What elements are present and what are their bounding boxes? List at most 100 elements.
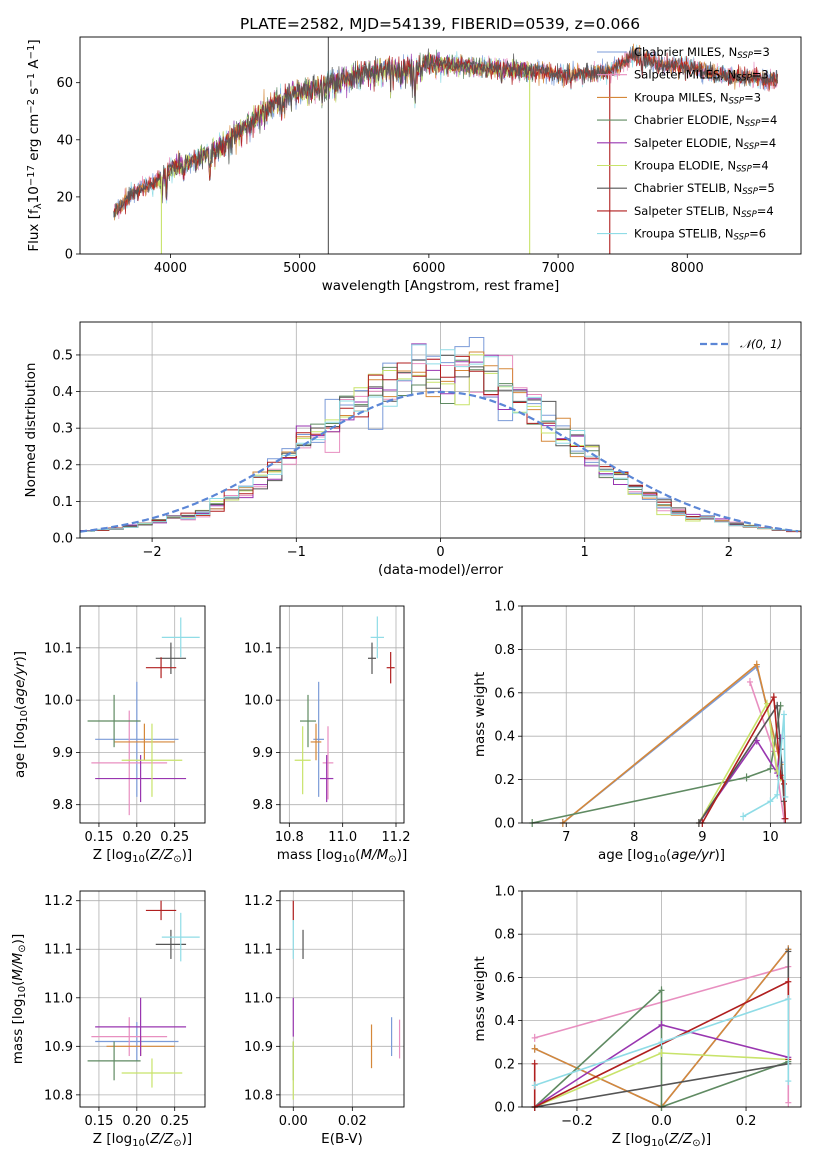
tick-label-y: 10.9	[44, 1040, 73, 1055]
tick-label-x: 4000	[154, 261, 187, 276]
figure-title: PLATE=2582, MJD=54139, FIBERID=0539, z=0…	[240, 15, 640, 33]
tick-label-y: 0.0	[494, 817, 515, 832]
tick-label-x: 8000	[671, 261, 704, 276]
errorbar-points	[292, 900, 401, 1100]
errorbar-point	[95, 755, 187, 803]
errorbar-points	[87, 617, 200, 816]
legend-label: Chabrier ELODIE, NSSP=4	[634, 113, 777, 129]
errorbar-point	[368, 642, 376, 674]
histogram-series	[79, 337, 801, 538]
tick-label-y: 0.2	[494, 1057, 515, 1072]
axes-frame	[79, 605, 206, 824]
tick-label-x: −0.2	[561, 1114, 593, 1129]
axes-frame	[279, 605, 405, 824]
errorbar-point	[322, 726, 334, 800]
x-axis-label: Z [log10(Z/Z⊙)]	[93, 1131, 192, 1149]
errorbar-points	[87, 900, 200, 1088]
y-axis-label: mass [log10(M/M⊙)]	[10, 934, 28, 1064]
x-axis-label: wavelength [Angstrom, rest frame]	[322, 278, 560, 294]
axes-age-vs-mass: 10.8 11.0 11.2 9.8 9.9 10.0 10.1 mass [log10(M/…	[244, 605, 411, 865]
tick-label-x: 0.00	[279, 1114, 308, 1129]
axes-frame	[79, 321, 802, 539]
tick-label-x: 8	[630, 830, 638, 845]
tick-label-x: 1	[581, 545, 589, 560]
tick-label-x: 7000	[542, 261, 575, 276]
tick-label-y: 11.0	[44, 991, 73, 1006]
errorbar-point	[91, 710, 168, 816]
spectrum-series	[113, 46, 779, 218]
tick-label-y: 9.8	[252, 798, 273, 813]
tick-label-x: 7	[562, 830, 570, 845]
tick-label-x: 0	[436, 545, 444, 560]
errorbar-point	[155, 642, 187, 674]
errorbar-point	[161, 912, 200, 962]
axes-frame	[521, 890, 802, 1108]
tick-label-x: 0.25	[160, 1114, 189, 1129]
axes-frame	[521, 605, 802, 824]
tick-label-x: 0.15	[84, 830, 113, 845]
tick-label-y: 60	[56, 76, 73, 91]
x-axis-label: Z [log10(Z/Z⊙)]	[612, 1131, 711, 1149]
errorbar-point	[95, 997, 187, 1057]
errorbar-point	[87, 694, 141, 748]
weight-series	[532, 705, 782, 824]
legend-label: Salpeter MILES, NSSP=3	[634, 68, 769, 84]
tick-label-x: 0.20	[122, 1114, 151, 1129]
spectrum-series	[157, 51, 533, 201]
tick-label-y: 9.9	[52, 746, 73, 761]
axes-residual-histogram: −2 −1 0 1 2 0.0 0.1 0.2 0.3 0.4 0.5 (data-model)/er…	[23, 321, 802, 578]
errorbar-point	[121, 723, 183, 797]
errorbar-point	[313, 681, 324, 797]
tick-label-y: 10.0	[244, 694, 273, 709]
tick-label-x: 0.20	[122, 830, 151, 845]
errorbar-point	[145, 900, 177, 921]
tick-label-y: 10.9	[244, 1040, 273, 1055]
tick-label-y: 0.4	[52, 385, 73, 400]
tick-label-y: 9.9	[252, 746, 273, 761]
tick-label-y: 0.0	[52, 532, 73, 547]
errorbar-point	[114, 723, 175, 761]
tick-label-y: 0.0	[494, 1101, 515, 1116]
tick-label-y: 10.0	[44, 694, 73, 709]
tick-label-x: 0.2	[736, 1114, 757, 1129]
y-axis-label: age [log10(age/yr)]	[12, 651, 30, 778]
axes-frame	[79, 890, 206, 1108]
tick-label-y: 0.4	[494, 1014, 515, 1029]
spectrum-lines	[113, 37, 779, 254]
errorbar-point	[145, 657, 177, 679]
tick-label-y: 0.2	[52, 458, 73, 473]
weight-series	[534, 988, 789, 1109]
histogram-step	[79, 344, 801, 538]
tick-label-y: 10.1	[44, 641, 73, 656]
legend-label: Salpeter ELODIE, NSSP=4	[634, 136, 776, 152]
errorbar-point	[91, 1017, 168, 1057]
normal-curve	[79, 390, 799, 533]
y-axis-label: mass weight	[472, 956, 488, 1041]
weight-series	[534, 997, 790, 1087]
errorbar-point	[310, 723, 322, 761]
tick-label-y: 11.2	[44, 894, 73, 909]
spectrum-legend: Chabrier MILES, NSSP=3 Salpeter MILES, NS…	[597, 45, 777, 243]
tick-label-x: 9	[698, 830, 706, 845]
errorbar-point	[386, 652, 395, 684]
tick-label-y: 0.8	[494, 928, 515, 943]
tick-label-y: 0.6	[494, 971, 515, 986]
errorbar-point	[87, 1041, 141, 1081]
tick-label-x: −2	[143, 545, 162, 560]
tick-label-x: 0.15	[84, 1114, 113, 1129]
tick-label-y: 11.2	[244, 894, 273, 909]
legend-label: Kroupa ELODIE, NSSP=4	[634, 159, 769, 175]
errorbar-point	[95, 1022, 179, 1061]
tick-label-y: 1.0	[494, 600, 515, 615]
legend-label: Kroupa STELIB, NSSP=6	[634, 227, 766, 243]
errorbar-points	[294, 616, 395, 803]
tick-label-x: 2	[725, 545, 733, 560]
weight-series	[562, 665, 782, 824]
y-axis-label: Normed distribution	[23, 363, 39, 498]
tick-label-y: 0.3	[52, 422, 73, 437]
axes-frame	[79, 36, 802, 255]
tick-label-x: 11.2	[382, 830, 411, 845]
tick-label-y: 0	[65, 248, 73, 263]
y-axis-label: mass weight	[472, 672, 488, 757]
